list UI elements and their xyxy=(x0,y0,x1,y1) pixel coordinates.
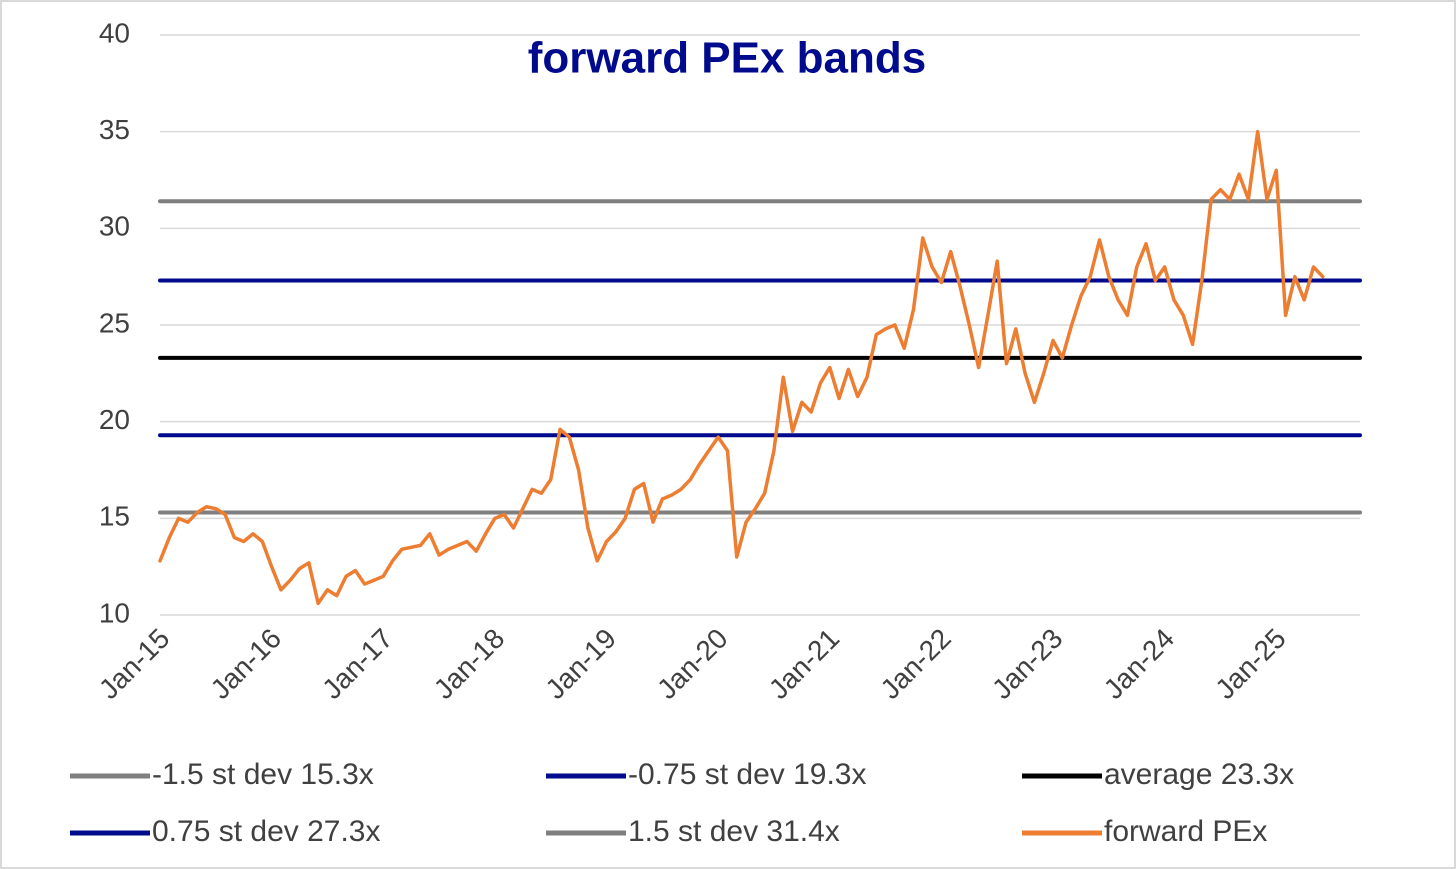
y-tick-label: 10 xyxy=(99,597,130,628)
y-tick-label: 15 xyxy=(99,501,130,532)
chart-title: forward PEx bands xyxy=(528,34,927,83)
y-tick-label: 30 xyxy=(99,211,130,242)
legend-label: average 23.3x xyxy=(1104,758,1294,791)
legend-label: forward PEx xyxy=(1104,815,1267,848)
legend-label: 0.75 st dev 27.3x xyxy=(152,815,381,848)
y-tick-label: 25 xyxy=(99,307,130,338)
y-tick-label: 35 xyxy=(99,114,130,145)
legend-label: 1.5 st dev 31.4x xyxy=(628,815,840,848)
legend-label: -1.5 st dev 15.3x xyxy=(152,758,374,791)
y-tick-label: 40 xyxy=(99,17,130,48)
series-line xyxy=(158,129,1325,606)
y-tick-label: 20 xyxy=(99,404,130,435)
grid xyxy=(160,34,1360,616)
plot-lines xyxy=(158,129,1362,606)
legend-label: -0.75 st dev 19.3x xyxy=(628,758,866,791)
